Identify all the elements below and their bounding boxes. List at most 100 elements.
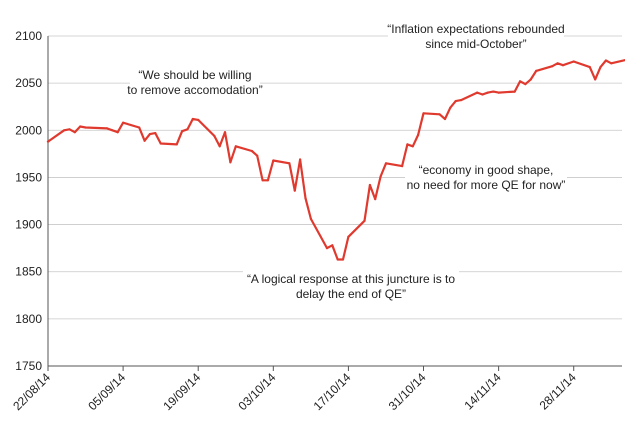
data-point	[561, 64, 565, 67]
annotation-inflation: “Inflation expectations rebounded since …	[387, 20, 565, 52]
annotation-delay-qe-line-2: delay the end of QE”	[296, 287, 406, 301]
data-point	[272, 159, 275, 162]
data-point	[406, 143, 409, 146]
data-point	[234, 145, 237, 148]
x-tick-label: 28/11/14	[537, 370, 580, 413]
data-point	[519, 80, 522, 83]
data-point	[46, 140, 50, 143]
axes	[47, 36, 622, 367]
data-point	[443, 117, 447, 121]
data-point	[331, 244, 334, 247]
annotations: “We should be willing to remove accomoda…	[127, 20, 567, 302]
y-tick-label: 2000	[15, 123, 42, 137]
y-tick-label: 1850	[15, 265, 42, 279]
data-point	[411, 145, 414, 148]
x-tick-label: 19/09/14	[160, 370, 203, 413]
x-tick-label: 17/10/14	[311, 370, 354, 413]
data-point	[105, 127, 109, 130]
data-point	[288, 162, 291, 165]
data-point	[186, 128, 189, 131]
y-tick-label: 2100	[15, 29, 42, 43]
data-point	[218, 145, 221, 148]
annotation-economy: “economy in good shape, no need for more…	[405, 161, 567, 193]
data-point	[610, 62, 613, 65]
data-point	[181, 130, 184, 133]
data-point	[111, 129, 114, 132]
data-point	[497, 91, 500, 94]
data-point	[476, 91, 479, 94]
data-point	[454, 100, 457, 103]
data-point	[384, 162, 388, 165]
data-point	[594, 78, 597, 81]
x-tick-label: 05/09/14	[85, 370, 128, 413]
data-point	[336, 258, 339, 261]
data-point	[368, 183, 371, 187]
annotation-delay-qe: “A logical response at this juncture is …	[243, 270, 459, 302]
data-point	[481, 93, 484, 96]
data-point	[325, 247, 329, 250]
data-point	[138, 126, 141, 129]
y-tick-label: 1750	[15, 359, 42, 373]
x-tick-label: 03/10/14	[235, 370, 278, 413]
data-point	[191, 117, 194, 121]
data-point	[492, 90, 495, 93]
data-point	[63, 129, 66, 132]
data-point	[417, 133, 420, 137]
x-tick-label: 14/11/14	[461, 370, 504, 413]
data-point	[213, 134, 216, 137]
data-point	[460, 99, 463, 102]
data-point	[438, 113, 441, 116]
data-point	[261, 179, 264, 182]
data-point	[379, 175, 382, 178]
data-point	[154, 132, 157, 135]
data-point	[223, 131, 227, 134]
data-point	[551, 65, 554, 68]
data-point	[422, 112, 425, 115]
data-point	[73, 131, 76, 134]
data-point	[524, 83, 527, 86]
data-points	[46, 59, 613, 261]
data-point	[266, 179, 269, 182]
annotation-economy-line-1: “economy in good shape,	[419, 163, 554, 177]
x-tick-label: 31/10/14	[386, 370, 429, 413]
data-point	[250, 149, 253, 153]
data-point	[401, 165, 404, 168]
data-point	[449, 106, 452, 109]
x-tick-labels: 22/08/14 05/09/14 19/09/14 03/10/14 17/10/14…	[10, 366, 579, 413]
data-point	[143, 139, 146, 142]
y-tick-labels: 1750 1800 1850 1900 1950 2000 2050 2100	[15, 29, 42, 373]
data-point	[513, 90, 516, 93]
data-point	[84, 126, 87, 129]
data-point	[293, 189, 296, 192]
annotation-delay-qe-line-1: “A logical response at this juncture is …	[247, 272, 455, 286]
data-point	[79, 125, 82, 128]
data-point	[175, 143, 178, 146]
data-point	[486, 91, 489, 94]
annotation-accommodation: “We should be willing to remove accomoda…	[127, 66, 263, 98]
data-point	[299, 158, 302, 161]
data-point	[529, 78, 532, 81]
data-point	[256, 154, 259, 157]
y-tick-label: 1900	[15, 218, 42, 232]
data-point	[535, 69, 538, 72]
data-point	[588, 66, 591, 69]
annotation-inflation-line-2: since mid-October”	[425, 37, 526, 51]
data-point	[347, 235, 350, 238]
data-point	[116, 131, 119, 134]
data-point	[148, 133, 151, 136]
data-point	[122, 121, 125, 124]
annotation-inflation-line-1: “Inflation expectations rebounded	[387, 22, 564, 36]
data-point	[304, 197, 307, 200]
annotation-accommodation-line-2: to remove accomodation”	[127, 83, 262, 97]
data-point	[572, 60, 575, 63]
y-tick-label: 1800	[15, 312, 42, 326]
data-point	[604, 59, 608, 62]
data-point	[341, 258, 345, 261]
data-point	[229, 161, 232, 164]
data-point	[309, 217, 312, 220]
data-point	[197, 118, 200, 121]
data-point	[159, 142, 162, 145]
y-tick-label: 1950	[15, 170, 42, 184]
data-point	[374, 198, 377, 201]
